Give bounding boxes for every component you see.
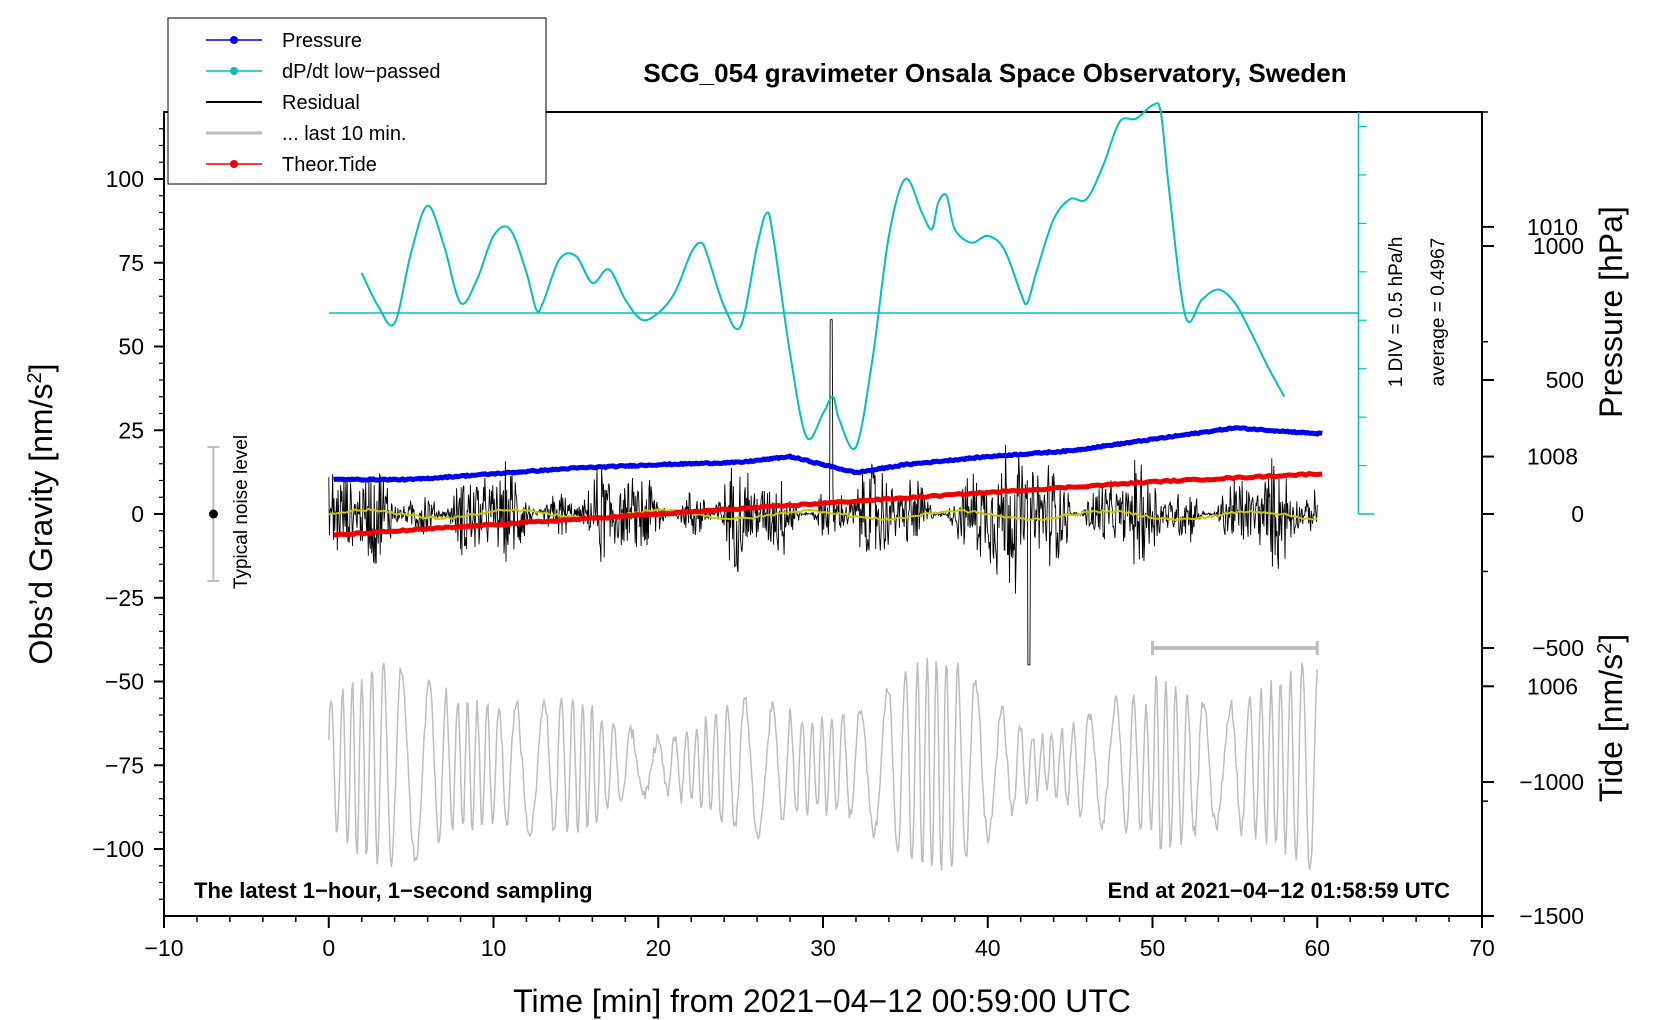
x-tick-label: −10 [144, 935, 183, 961]
y-tick-label-left: 100 [106, 166, 144, 192]
legend-marker [230, 160, 238, 168]
dpdt-series [360, 101, 1286, 451]
y-axis-title-left: Obs’d Gravity [nm/s2] [23, 364, 59, 665]
chart-title: SCG_054 gravimeter Onsala Space Observat… [643, 58, 1346, 88]
tide-tick-label: 500 [1546, 367, 1584, 393]
y-tick-label-left: 25 [118, 417, 144, 443]
div-label: 1 DIV = 0.5 hPa/h [1386, 237, 1407, 388]
legend-label: ... last 10 min. [282, 123, 407, 145]
y-tick-label-left: −50 [105, 669, 144, 695]
tide-line [333, 471, 1323, 538]
last-10-min-series [328, 657, 1319, 871]
y-axis-title-tide-end: ] [1593, 634, 1629, 643]
tide-tick-label: 1000 [1533, 233, 1584, 259]
legend-label: Pressure [282, 30, 362, 52]
x-tick-label: 20 [645, 935, 671, 961]
legend-label: dP/dt low−passed [282, 61, 440, 83]
pressure-tick-label: 1010 [1527, 214, 1578, 240]
pressure-line [332, 425, 1323, 483]
average-label: average = 0.4967 [1428, 238, 1449, 386]
y-tick-label-left: −75 [105, 752, 144, 778]
legend-marker [230, 67, 238, 75]
y-tick-label-left: −25 [105, 585, 144, 611]
x-tick-label: 50 [1140, 935, 1166, 961]
tide-series [333, 471, 1323, 538]
pressure-tick-label: 1006 [1527, 673, 1578, 699]
residual-line [328, 319, 1318, 666]
dpdt-line [360, 101, 1286, 451]
annotation-sampling: The latest 1−hour, 1−second sampling [194, 878, 593, 903]
y-tick-label-left: −100 [92, 836, 144, 862]
y-axis-title-tide-main: Tide [nm/s [1593, 654, 1629, 802]
legend-label: Theor.Tide [282, 154, 377, 176]
x-tick-label: 60 [1304, 935, 1330, 961]
residual-smoothed-line [328, 507, 1318, 522]
tide-tick-label: −1500 [1519, 903, 1584, 929]
x-tick-label: 30 [810, 935, 836, 961]
y-axis-title-pressure: Pressure [hPa] [1593, 206, 1629, 418]
noise-level-label: Typical noise level [231, 435, 252, 589]
x-tick-label: 70 [1469, 935, 1495, 961]
x-axis-title: Time [min] from 2021−04−12 00:59:00 UTC [513, 983, 1131, 1019]
y-axis-title-left-end: ] [23, 364, 59, 373]
y-axis-title-tide-sup: 2 [1594, 643, 1616, 654]
x-tick-label: 40 [975, 935, 1001, 961]
pressure-series [332, 425, 1323, 483]
tide-tick-label: −1000 [1519, 769, 1584, 795]
legend-entries: Pressure dP/dt low−passed Residual ... last… [206, 30, 440, 176]
noise-level-point [208, 509, 218, 519]
axes: −10 0 10 20 30 40 50 60 701007550250−25−50−75−10… [92, 111, 1584, 961]
y-tick-label-left: 0 [131, 501, 144, 527]
x-tick-label: 0 [322, 935, 335, 961]
y-tick-label-left: 50 [118, 334, 144, 360]
tide-tick-label: 0 [1571, 501, 1584, 527]
last-10-min-line [328, 657, 1319, 871]
annotation-end-time: End at 2021−04−12 01:58:59 UTC [1108, 878, 1451, 903]
pressure-tick-label: 1008 [1527, 444, 1578, 470]
y-tick-label-left: 75 [118, 250, 144, 276]
x-tick-label: 10 [481, 935, 507, 961]
y-axis-title-left-main: Obs’d Gravity [nm/s [23, 384, 59, 665]
tide-tick-label: −500 [1532, 635, 1584, 661]
legend-marker [230, 36, 238, 44]
residual-series [328, 319, 1318, 666]
legend-label: Residual [282, 92, 360, 114]
y-axis-title-tide: Tide [nm/s2] [1593, 634, 1629, 802]
y-axis-title-left-sup: 2 [24, 372, 46, 383]
legend: Pressure dP/dt low−passed Residual ... last… [167, 17, 547, 185]
